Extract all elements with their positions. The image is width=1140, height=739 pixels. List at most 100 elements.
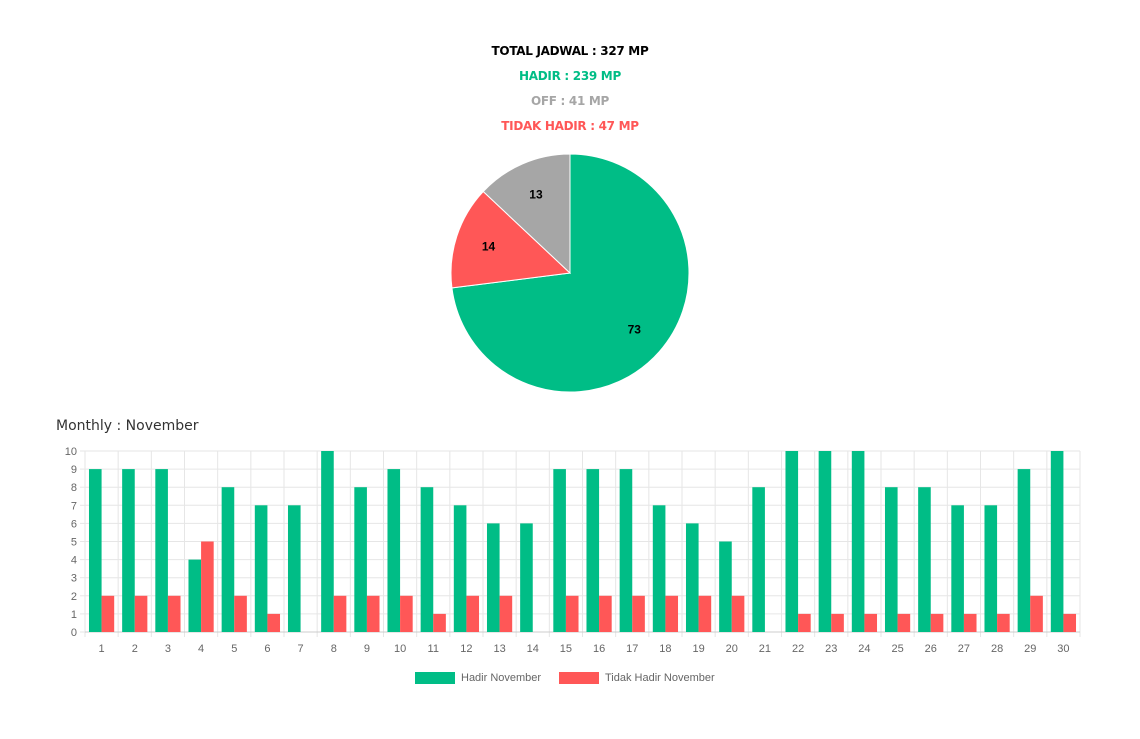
bar-hadir[interactable] (321, 451, 334, 632)
x-tick-label: 14 (527, 643, 539, 655)
bar-tidak-hadir[interactable] (234, 595, 247, 632)
bar-hadir[interactable] (520, 523, 533, 632)
x-tick-label: 8 (331, 643, 337, 655)
bar-tidak-hadir[interactable] (466, 595, 480, 632)
bar-hadir[interactable] (453, 505, 467, 632)
bar-tidak-hadir[interactable] (599, 595, 612, 632)
bar-hadir[interactable] (818, 451, 832, 632)
bar-tidak-hadir[interactable] (897, 613, 911, 632)
bar-hadir[interactable] (719, 541, 732, 633)
x-tick-label: 25 (891, 643, 903, 655)
pie-slice[interactable] (482, 153, 571, 275)
x-tick-label: 18 (659, 643, 671, 655)
bar-hadir[interactable] (486, 523, 500, 632)
bar-hadir[interactable] (851, 451, 865, 632)
bar-tidak-hadir[interactable] (798, 613, 811, 632)
y-tick-label: 6 (71, 518, 77, 530)
legend-swatch-hadir (415, 672, 455, 684)
bar-hadir[interactable] (884, 487, 898, 632)
x-tick-label: 19 (692, 643, 704, 655)
x-tick-label: 21 (759, 643, 771, 655)
bar-tidak-hadir[interactable] (366, 595, 380, 632)
total-schedule-label: TOTAL JADWAL : 327 MP (491, 44, 649, 58)
bar-hadir[interactable] (586, 469, 600, 632)
bar-hadir[interactable] (918, 487, 931, 632)
bar-hadir[interactable] (387, 469, 401, 632)
bar-tidak-hadir[interactable] (134, 595, 148, 632)
x-tick-label: 2 (132, 643, 138, 655)
bar-hadir[interactable] (685, 523, 699, 632)
legend-item-hadir[interactable]: Hadir November (415, 670, 541, 686)
legend-label-hadir: Hadir November (461, 672, 542, 684)
x-tick-label: 6 (264, 643, 270, 655)
bar-tidak-hadir[interactable] (400, 595, 413, 632)
bar-hadir[interactable] (221, 487, 235, 632)
bar-tidak-hadir[interactable] (997, 613, 1010, 632)
bar-tidak-hadir[interactable] (930, 613, 944, 632)
present-count-label: HADIR : 239 MP (519, 69, 621, 83)
bar-tidak-hadir[interactable] (1063, 613, 1077, 632)
bar-tidak-hadir[interactable] (665, 595, 679, 632)
bar-hadir[interactable] (752, 487, 765, 632)
bar-hadir[interactable] (553, 469, 566, 632)
bar-tidak-hadir[interactable] (499, 595, 513, 632)
x-tick-label: 30 (1057, 643, 1069, 655)
x-tick-label: 22 (792, 643, 804, 655)
x-tick-label: 26 (925, 643, 937, 655)
bar-tidak-hadir[interactable] (333, 595, 347, 632)
bar-hadir[interactable] (254, 505, 268, 632)
y-tick-label: 1 (71, 609, 77, 621)
x-tick-label: 17 (626, 643, 638, 655)
bar-tidak-hadir[interactable] (731, 595, 745, 632)
y-tick-label: 7 (71, 500, 77, 512)
x-tick-label: 27 (958, 643, 970, 655)
bar-tidak-hadir[interactable] (167, 595, 181, 632)
bar-tidak-hadir[interactable] (101, 595, 115, 632)
x-tick-label: 23 (825, 643, 837, 655)
bar-hadir[interactable] (1050, 451, 1064, 632)
bar-hadir[interactable] (619, 469, 633, 632)
pie-slice-label: 14 (482, 240, 496, 254)
bar-hadir[interactable] (155, 469, 168, 632)
y-tick-label: 4 (71, 555, 77, 567)
bar-hadir[interactable] (785, 451, 799, 632)
pie-slice-label: 73 (628, 323, 642, 337)
x-tick-label: 11 (428, 643, 439, 655)
pie-slice[interactable] (450, 190, 572, 289)
bar-hadir[interactable] (420, 487, 434, 632)
bar-tidak-hadir[interactable] (864, 613, 878, 632)
bar-hadir[interactable] (652, 505, 666, 632)
bar-tidak-hadir[interactable] (698, 595, 712, 632)
y-tick-label: 0 (71, 627, 77, 639)
bar-tidak-hadir[interactable] (201, 541, 214, 633)
x-tick-label: 1 (99, 643, 105, 655)
bar-hadir[interactable] (984, 505, 998, 632)
bar-tidak-hadir[interactable] (433, 613, 446, 632)
pie-slice-label: 13 (529, 187, 543, 201)
bar-tidak-hadir[interactable] (963, 613, 977, 632)
x-tick-label: 5 (231, 643, 237, 655)
bar-hadir[interactable] (951, 505, 964, 632)
legend-swatch-tidak-hadir (559, 672, 599, 684)
absent-count-label: TIDAK HADIR : 47 MP (501, 119, 639, 133)
x-tick-label: 24 (858, 643, 870, 655)
x-tick-label: 4 (198, 643, 204, 655)
legend-item-tidak-hadir[interactable]: Tidak Hadir November (559, 670, 715, 686)
bar-tidak-hadir[interactable] (632, 595, 645, 632)
bar-hadir[interactable] (188, 559, 202, 632)
attendance-pie-chart: 73 14 13 (450, 153, 690, 393)
bar-hadir[interactable] (88, 469, 102, 632)
y-tick-label: 10 (65, 446, 77, 458)
bar-hadir[interactable] (287, 505, 301, 632)
bar-hadir[interactable] (122, 469, 135, 632)
bar-hadir[interactable] (1017, 469, 1031, 632)
x-tick-label: 7 (298, 643, 304, 655)
bar-hadir[interactable] (354, 487, 367, 632)
bar-tidak-hadir[interactable] (831, 613, 844, 632)
x-tick-label: 3 (165, 643, 171, 655)
x-tick-label: 12 (460, 643, 472, 655)
bar-tidak-hadir[interactable] (267, 613, 281, 632)
bar-tidak-hadir[interactable] (1030, 595, 1043, 632)
x-tick-label: 15 (560, 643, 572, 655)
bar-tidak-hadir[interactable] (565, 595, 579, 632)
